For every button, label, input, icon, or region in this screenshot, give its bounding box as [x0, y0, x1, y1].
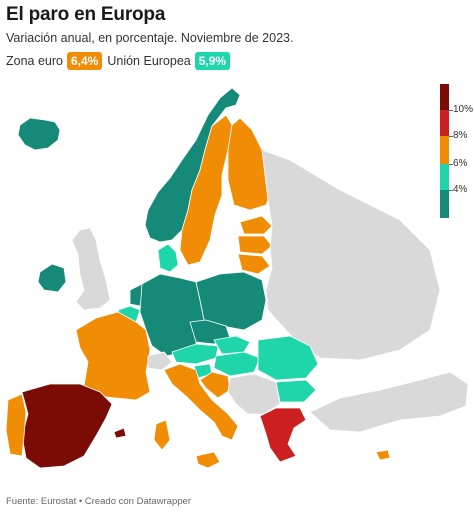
- country-spain: [21, 383, 113, 469]
- chart-subtitle: Variación anual, en porcentaje. Noviembr…: [6, 31, 294, 45]
- legend-label-10: 10%: [453, 104, 474, 115]
- country-portugal: [5, 393, 27, 457]
- country-latvia: [237, 235, 273, 255]
- legend: 10% 8% 6% 4%: [440, 84, 474, 218]
- country-croatia: [199, 371, 231, 399]
- country-greece: [259, 407, 307, 463]
- chart-title: El paro en Europa: [6, 4, 166, 25]
- country-sicily: [195, 451, 221, 469]
- country-balearic: [113, 427, 127, 439]
- eu-label: Unión Europea: [107, 54, 191, 68]
- country-romania: [257, 335, 319, 381]
- country-switzerland: [147, 351, 173, 371]
- country-hungary: [213, 351, 261, 377]
- legend-swatch-orange: [440, 136, 449, 164]
- country-lithuania: [237, 253, 271, 275]
- country-sardinia: [153, 419, 171, 451]
- europe-map: [5, 87, 469, 469]
- country-uk: [71, 227, 111, 311]
- legend-swatch-teal: [440, 190, 449, 218]
- legend-swatch-red: [440, 110, 449, 136]
- legend-label-6: 6%: [453, 158, 468, 169]
- source-footer: Fuente: Eurostat • Creado con Datawrappe…: [6, 496, 191, 507]
- legend-swatch-light-teal: [440, 164, 449, 190]
- country-estonia: [239, 215, 273, 235]
- eurozone-label: Zona euro: [6, 54, 63, 68]
- country-bulgaria: [275, 379, 317, 403]
- eu-value-badge: 5,9%: [194, 52, 231, 70]
- country-turkey: [309, 371, 469, 433]
- country-italy: [163, 363, 239, 441]
- country-poland: [195, 271, 267, 331]
- summary-row: Zona euro 6,4% Unión Europea 5,9%: [6, 52, 235, 70]
- country-cyprus: [375, 449, 391, 461]
- country-slovakia: [213, 335, 251, 355]
- country-denmark: [157, 243, 179, 273]
- country-balkans: [227, 373, 281, 415]
- legend-label-4: 4%: [453, 184, 468, 195]
- legend-swatch-dark-red: [440, 84, 449, 110]
- eurozone-value-badge: 6,4%: [66, 52, 103, 70]
- country-germany: [139, 273, 205, 357]
- country-russia-belarus-ukraine: [261, 149, 441, 361]
- country-france: [75, 311, 151, 401]
- legend-label-8: 8%: [453, 130, 468, 141]
- country-ireland: [37, 263, 67, 293]
- country-iceland: [17, 117, 61, 151]
